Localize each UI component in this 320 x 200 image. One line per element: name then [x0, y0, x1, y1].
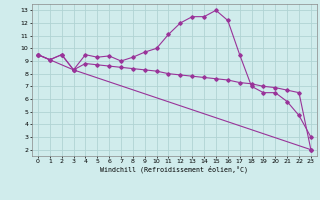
X-axis label: Windchill (Refroidissement éolien,°C): Windchill (Refroidissement éolien,°C): [100, 166, 248, 173]
